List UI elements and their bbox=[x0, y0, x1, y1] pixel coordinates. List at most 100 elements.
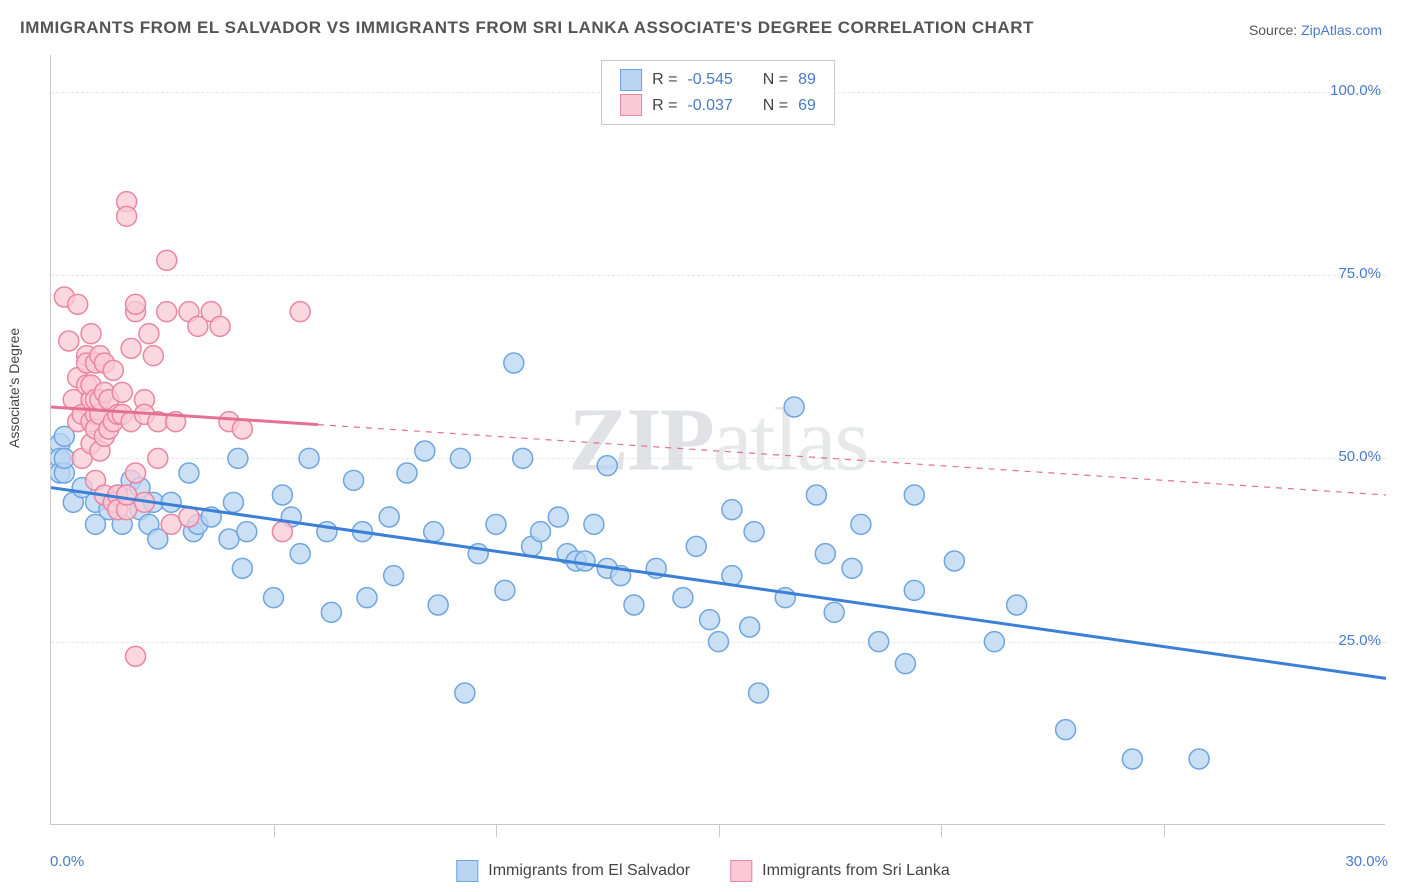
scatter-point bbox=[139, 324, 159, 344]
scatter-point bbox=[851, 514, 871, 534]
scatter-point bbox=[232, 419, 252, 439]
legend-series-1-label: Immigrants from El Salvador bbox=[488, 862, 690, 880]
legend-swatch-2 bbox=[620, 94, 642, 116]
scatter-point bbox=[495, 580, 515, 600]
scatter-point bbox=[984, 632, 1004, 652]
scatter-point bbox=[575, 551, 595, 571]
scatter-point bbox=[749, 683, 769, 703]
scatter-point bbox=[379, 507, 399, 527]
scatter-point bbox=[686, 536, 706, 556]
scatter-point bbox=[584, 514, 604, 534]
scatter-point bbox=[210, 316, 230, 336]
scatter-point bbox=[513, 448, 533, 468]
scatter-point bbox=[744, 522, 764, 542]
scatter-point bbox=[179, 463, 199, 483]
scatter-point bbox=[415, 441, 435, 461]
x-tick-mark bbox=[1164, 825, 1165, 837]
scatter-point bbox=[548, 507, 568, 527]
scatter-point bbox=[126, 646, 146, 666]
legend-correlation-box: R = -0.545 N = 89 R = -0.037 N = 69 bbox=[601, 60, 835, 125]
scatter-point bbox=[112, 382, 132, 402]
legend-n-value-1: 89 bbox=[798, 67, 816, 93]
scatter-point bbox=[228, 448, 248, 468]
legend-r-label-1: R = bbox=[652, 67, 677, 93]
legend-item-1: Immigrants from El Salvador bbox=[456, 860, 690, 882]
legend-r-value-2: -0.037 bbox=[687, 93, 732, 119]
scatter-point bbox=[1122, 749, 1142, 769]
source-link[interactable]: ZipAtlas.com bbox=[1301, 22, 1382, 38]
legend-item-2: Immigrants from Sri Lanka bbox=[730, 860, 950, 882]
legend-series-2-label: Immigrants from Sri Lanka bbox=[762, 862, 950, 880]
legend-row-series-2: R = -0.037 N = 69 bbox=[620, 93, 816, 119]
scatter-point bbox=[700, 610, 720, 630]
scatter-point bbox=[237, 522, 257, 542]
scatter-point bbox=[161, 514, 181, 534]
x-tick-mark bbox=[941, 825, 942, 837]
scatter-point bbox=[272, 485, 292, 505]
scatter-point bbox=[455, 683, 475, 703]
scatter-point bbox=[223, 492, 243, 512]
scatter-point bbox=[299, 448, 319, 468]
scatter-point bbox=[384, 566, 404, 586]
scatter-point bbox=[68, 294, 88, 314]
x-tick-mark bbox=[496, 825, 497, 837]
scatter-point bbox=[143, 346, 163, 366]
trend-line-dashed bbox=[318, 425, 1386, 495]
scatter-point bbox=[806, 485, 826, 505]
scatter-point bbox=[904, 580, 924, 600]
scatter-point bbox=[81, 324, 101, 344]
scatter-point bbox=[722, 500, 742, 520]
scatter-point bbox=[219, 529, 239, 549]
legend-row-series-1: R = -0.545 N = 89 bbox=[620, 67, 816, 93]
scatter-point bbox=[357, 588, 377, 608]
scatter-point bbox=[709, 632, 729, 652]
scatter-point bbox=[126, 294, 146, 314]
scatter-point bbox=[740, 617, 760, 637]
scatter-point bbox=[842, 558, 862, 578]
scatter-point bbox=[428, 595, 448, 615]
legend-n-label-2: N = bbox=[763, 93, 788, 119]
legend-swatch-1 bbox=[620, 69, 642, 91]
x-axis-min-label: 0.0% bbox=[50, 853, 84, 870]
scatter-point bbox=[179, 507, 199, 527]
legend-n-label-1: N = bbox=[763, 67, 788, 93]
scatter-point bbox=[450, 448, 470, 468]
scatter-point bbox=[232, 558, 252, 578]
legend-r-label-2: R = bbox=[652, 93, 677, 119]
scatter-point bbox=[486, 514, 506, 534]
scatter-point bbox=[624, 595, 644, 615]
scatter-point bbox=[290, 302, 310, 322]
chart-plot-area: ZIPatlas R = -0.545 N = 89 R = -0.037 N … bbox=[50, 55, 1385, 825]
x-axis-max-label: 30.0% bbox=[1345, 853, 1388, 870]
scatter-point bbox=[1056, 720, 1076, 740]
legend-bottom: Immigrants from El Salvador Immigrants f… bbox=[456, 860, 949, 882]
scatter-point bbox=[344, 470, 364, 490]
scatter-point bbox=[103, 360, 123, 380]
scatter-point bbox=[424, 522, 444, 542]
scatter-point bbox=[944, 551, 964, 571]
scatter-point bbox=[869, 632, 889, 652]
scatter-point bbox=[815, 544, 835, 564]
scatter-point bbox=[126, 463, 146, 483]
scatter-point bbox=[59, 331, 79, 351]
scatter-point bbox=[117, 206, 137, 226]
source-prefix: Source: bbox=[1249, 22, 1301, 38]
legend-bottom-swatch-1 bbox=[456, 860, 478, 882]
scatter-point bbox=[824, 602, 844, 622]
scatter-svg bbox=[51, 55, 1386, 825]
source-attribution: Source: ZipAtlas.com bbox=[1249, 22, 1382, 38]
scatter-point bbox=[895, 654, 915, 674]
scatter-point bbox=[290, 544, 310, 564]
y-axis-label: Associate's Degree bbox=[6, 328, 22, 448]
legend-bottom-swatch-2 bbox=[730, 860, 752, 882]
legend-n-value-2: 69 bbox=[798, 93, 816, 119]
scatter-point bbox=[264, 588, 284, 608]
scatter-point bbox=[157, 250, 177, 270]
scatter-point bbox=[397, 463, 417, 483]
scatter-point bbox=[121, 338, 141, 358]
x-tick-mark bbox=[719, 825, 720, 837]
scatter-point bbox=[784, 397, 804, 417]
scatter-point bbox=[504, 353, 524, 373]
scatter-point bbox=[157, 302, 177, 322]
scatter-point bbox=[904, 485, 924, 505]
